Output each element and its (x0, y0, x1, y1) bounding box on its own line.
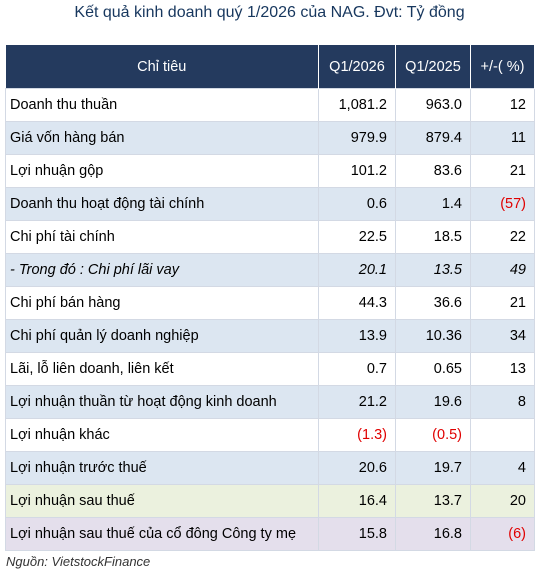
row-label: Lợi nhuận thuần từ hoạt động kinh doanh (5, 385, 319, 419)
value-cell: 963.0 (395, 88, 471, 122)
table-row: Lợi nhuận thuần từ hoạt động kinh doanh 2… (5, 385, 535, 419)
row-label: Giá vốn hàng bán (5, 121, 319, 155)
value-cell: 8 (470, 385, 535, 419)
value-cell: 21 (470, 154, 535, 188)
value-cell (470, 418, 535, 452)
value-cell: (1.3) (318, 418, 396, 452)
value-cell: 0.65 (395, 352, 471, 386)
value-cell: 16.8 (395, 517, 471, 551)
row-label: Lợi nhuận trước thuế (5, 451, 319, 485)
value-cell: 0.7 (318, 352, 396, 386)
table-row: Lãi, lỗ liên doanh, liên kết 0.7 0.65 13 (5, 352, 535, 386)
value-cell: 19.6 (395, 385, 471, 419)
value-cell: 44.3 (318, 286, 396, 320)
row-label: Chi phí tài chính (5, 220, 319, 254)
value-cell: 22.5 (318, 220, 396, 254)
table-row: Giá vốn hàng bán 979.9 879.4 11 (5, 121, 535, 155)
row-label: Lợi nhuận khác (5, 418, 319, 452)
value-cell: 18.5 (395, 220, 471, 254)
source: Nguồn: VietstockFinance (6, 554, 151, 569)
title: Kết quả kinh doanh quý 1/2026 của NAG. Đ… (74, 4, 465, 21)
header-cell: +/-( %) (470, 45, 535, 89)
value-cell: 20.1 (318, 253, 396, 287)
row-label: Lợi nhuận sau thuế của cổ đông Công ty m… (5, 517, 319, 551)
row-label: Lợi nhuận gộp (5, 154, 319, 188)
value-cell: 21 (470, 286, 535, 320)
row-label: Chi phí quản lý doanh nghiệp (5, 319, 319, 353)
table-row: Chi phí tài chính 22.5 18.5 22 (5, 220, 535, 254)
value-cell: 1.4 (395, 187, 471, 221)
value-cell: 20.6 (318, 451, 396, 485)
table-row: Doanh thu thuần 1,081.2 963.0 12 (5, 88, 535, 122)
value-cell: 34 (470, 319, 535, 353)
table-row: Lợi nhuận sau thuế của cổ đông Công ty m… (5, 517, 535, 551)
row-label: Lãi, lỗ liên doanh, liên kết (5, 352, 319, 386)
table-row: Lợi nhuận trước thuế 20.6 19.7 4 (5, 451, 535, 485)
table-row: Lợi nhuận sau thuế 16.4 13.7 20 (5, 484, 535, 518)
table-row: Chi phí quản lý doanh nghiệp 13.9 10.36 34 (5, 319, 535, 353)
value-cell: 83.6 (395, 154, 471, 188)
row-label: - Trong đó : Chi phí lãi vay (5, 253, 319, 287)
value-cell: 21.2 (318, 385, 396, 419)
header-cell: Chỉ tiêu (5, 45, 319, 89)
header-cell: Q1/2026 (318, 45, 396, 89)
value-cell: 10.36 (395, 319, 471, 353)
value-cell: 13.7 (395, 484, 471, 518)
value-cell: 20 (470, 484, 535, 518)
value-cell: (0.5) (395, 418, 471, 452)
value-cell: 101.2 (318, 154, 396, 188)
results-table: Chỉ tiêu Q1/2026 Q1/2025 +/-( %) Doanh thu … (5, 45, 535, 551)
value-cell: 12 (470, 88, 535, 122)
table-row: Lợi nhuận khác (1.3) (0.5) (5, 418, 535, 452)
value-cell: (6) (470, 517, 535, 551)
row-label: Chi phí bán hàng (5, 286, 319, 320)
table-row: Chi phí bán hàng 44.3 36.6 21 (5, 286, 535, 320)
value-cell: 979.9 (318, 121, 396, 155)
value-cell: 11 (470, 121, 535, 155)
value-cell: 13.9 (318, 319, 396, 353)
table-row: Lợi nhuận gộp 101.2 83.6 21 (5, 154, 535, 188)
table-row: - Trong đó : Chi phí lãi vay 20.1 13.5 49 (5, 253, 535, 287)
value-cell: 19.7 (395, 451, 471, 485)
value-cell: 0.6 (318, 187, 396, 221)
row-label: Doanh thu thuần (5, 88, 319, 122)
header-cell: Q1/2025 (395, 45, 471, 89)
value-cell: (57) (470, 187, 535, 221)
value-cell: 36.6 (395, 286, 471, 320)
header-row: Chỉ tiêu Q1/2026 Q1/2025 +/-( %) (5, 45, 535, 89)
value-cell: 13.5 (395, 253, 471, 287)
row-label: Doanh thu hoạt động tài chính (5, 187, 319, 221)
value-cell: 4 (470, 451, 535, 485)
value-cell: 49 (470, 253, 535, 287)
row-label: Lợi nhuận sau thuế (5, 484, 319, 518)
value-cell: 22 (470, 220, 535, 254)
table-row: Doanh thu hoạt động tài chính 0.6 1.4 (57) (5, 187, 535, 221)
value-cell: 879.4 (395, 121, 471, 155)
value-cell: 1,081.2 (318, 88, 396, 122)
value-cell: 16.4 (318, 484, 396, 518)
value-cell: 15.8 (318, 517, 396, 551)
value-cell: 13 (470, 352, 535, 386)
